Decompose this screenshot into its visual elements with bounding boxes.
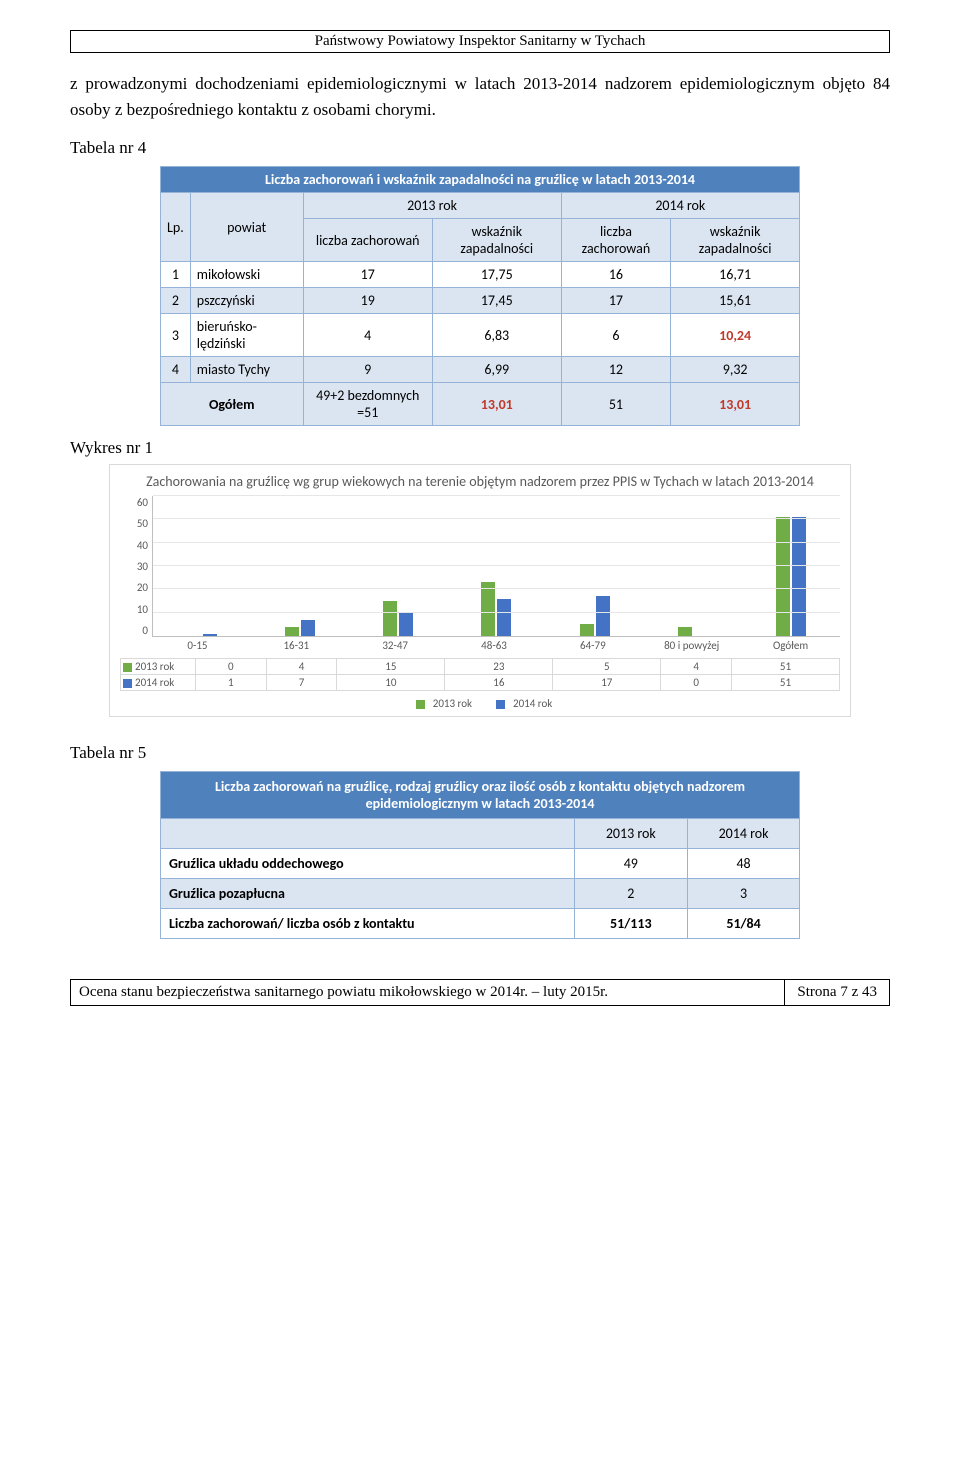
table5-label: Tabela nr 5 <box>70 743 890 763</box>
table5-col2014: 2014 rok <box>688 819 800 849</box>
table4-wsk1: wskaźnik zapadalności <box>432 219 561 262</box>
chart-plot <box>152 496 840 637</box>
chart-xaxis: 0-1516-3132-4748-6364-7980 i powyżejOgół… <box>148 637 840 654</box>
table4-powiat: powiat <box>190 193 303 262</box>
chart-bar-group <box>742 496 840 636</box>
chart-label: Wykres nr 1 <box>70 438 890 458</box>
table4-lp: Lp. <box>161 193 191 262</box>
footer-right: Strona 7 z 43 <box>785 980 889 1005</box>
table4-ogolem-a: 49+2 bezdomnych =51 <box>303 383 432 426</box>
chart-bars <box>153 496 840 636</box>
chart-bar-group <box>153 496 251 636</box>
table4-2013: 2013 rok <box>303 193 561 219</box>
chart-data-table: 2013 rok04152354512014 rok17101617051 <box>120 658 840 691</box>
chart-bar <box>399 613 413 636</box>
chart-bar <box>301 620 315 636</box>
chart-bar <box>203 634 217 636</box>
page-header: Państwowy Powiatowy Inspektor Sanitarny … <box>70 30 890 53</box>
table-row: Gruźlica pozapłucna23 <box>161 879 800 909</box>
table-row: 4miasto Tychy96,99129,32 <box>161 357 800 383</box>
table4-2014: 2014 rok <box>561 193 799 219</box>
table4-wsk2: wskaźnik zapadalności <box>671 219 800 262</box>
chart-bar <box>481 582 495 636</box>
chart-bar <box>383 601 397 636</box>
table4-liczba1: liczba zachorowań <box>303 219 432 262</box>
chart-bar <box>285 627 299 636</box>
table5-col2013: 2013 rok <box>574 819 688 849</box>
table4-ogolem-b: 13,01 <box>432 383 561 426</box>
chart-bar-group <box>349 496 447 636</box>
chart-bar <box>580 624 594 636</box>
table4-title: Liczba zachorowań i wskaźnik zapadalnośc… <box>161 167 800 193</box>
chart-bar-group <box>447 496 545 636</box>
chart-bar <box>497 599 511 636</box>
table4-liczba2: liczba zachorowań <box>561 219 671 262</box>
chart-container: Zachorowania na gruźlicę wg grup wiekowy… <box>109 464 851 717</box>
chart-bar <box>596 596 610 636</box>
table4-ogolem-d: 13,01 <box>671 383 800 426</box>
table4-ogolem-label: Ogółem <box>161 383 304 426</box>
table-row: 1mikołowski1717,751616,71 <box>161 262 800 288</box>
footer-left: Ocena stanu bezpieczeństwa sanitarnego p… <box>71 980 785 1005</box>
chart-bar <box>792 517 806 636</box>
table-row: 3bieruńsko-lędziński46,83610,24 <box>161 314 800 357</box>
chart-bar <box>678 627 692 636</box>
chart-bar-group <box>546 496 644 636</box>
table4-ogolem-c: 51 <box>561 383 671 426</box>
table5: Liczba zachorowań na gruźlicę, rodzaj gr… <box>160 771 800 939</box>
chart-bar-group <box>644 496 742 636</box>
chart-bar <box>776 517 790 636</box>
table4-label: Tabela nr 4 <box>70 138 890 158</box>
page-footer: Ocena stanu bezpieczeństwa sanitarnego p… <box>70 979 890 1006</box>
intro-paragraph: z prowadzonymi dochodzeniami epidemiolog… <box>70 71 890 122</box>
table4: Liczba zachorowań i wskaźnik zapadalnośc… <box>160 166 800 426</box>
table-row: Liczba zachorowań/ liczba osób z kontakt… <box>161 909 800 939</box>
table-row: Gruźlica układu oddechowego4948 <box>161 849 800 879</box>
chart-bar-group <box>251 496 349 636</box>
table-row: 2pszczyński1917,451715,61 <box>161 288 800 314</box>
chart-title: Zachorowania na gruźlicę wg grup wiekowy… <box>120 473 840 490</box>
chart-yaxis: 6050403020100 <box>120 496 152 637</box>
chart-legend: 2013 rok2014 rok <box>120 697 840 710</box>
table5-title: Liczba zachorowań na gruźlicę, rodzaj gr… <box>161 772 800 819</box>
